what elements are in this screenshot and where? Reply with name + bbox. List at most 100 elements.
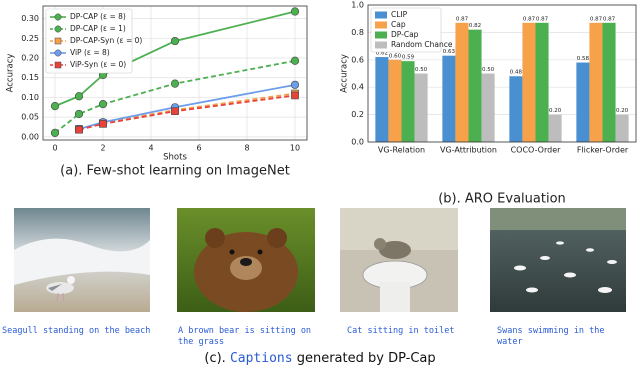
value-label: 0.87	[523, 16, 536, 22]
y-axis-label: Accuracy	[6, 54, 16, 93]
x-tick-label: 0	[52, 144, 57, 153]
value-label: 0.50	[415, 67, 428, 73]
point	[50, 128, 60, 138]
x-tick-label: 10	[290, 144, 300, 153]
image-caption: Swans swimming in the water	[497, 326, 605, 347]
y-axis-label: Accuracy	[340, 54, 350, 93]
legend-swatch	[375, 11, 387, 19]
legend-swatch	[375, 41, 387, 49]
y-tick-label: 0.15	[21, 73, 39, 82]
value-label: 0.20	[616, 108, 629, 114]
bar	[401, 61, 415, 142]
y-tick-label: 0.30	[21, 14, 39, 23]
x-axis-label: Shots	[163, 153, 187, 163]
plot-frame	[367, 4, 637, 143]
bar	[455, 22, 469, 143]
bar	[576, 62, 590, 142]
point	[291, 91, 299, 100]
bar	[388, 59, 402, 142]
caption-prefix: (c).	[204, 351, 226, 366]
value-label: 0.50	[482, 67, 495, 73]
bar	[522, 22, 536, 143]
bar	[535, 22, 549, 143]
value-label: 0.87	[456, 16, 469, 22]
legend-box	[45, 8, 133, 74]
x-tick-label: VG-Attribution	[440, 146, 497, 155]
legend-label: ViP (ε = 8)	[70, 48, 110, 57]
subcaption: (a). Few-shot learning on ImageNet	[60, 164, 290, 179]
legend-marker	[54, 25, 62, 33]
value-label: 0.87	[590, 16, 603, 22]
value-label: 0.63	[443, 49, 456, 55]
photo-swans	[490, 208, 626, 312]
series-line	[78, 83, 296, 130]
point	[50, 102, 60, 111]
legend-marker	[54, 49, 62, 57]
point	[99, 120, 107, 128]
image-caption: A brown bear is sitting on the grass	[178, 326, 312, 347]
point	[290, 7, 300, 16]
bar	[589, 22, 603, 143]
y-tick-label: 0.8	[351, 28, 364, 37]
point	[98, 100, 108, 109]
bar	[548, 114, 562, 142]
x-tick-label: VG-Relation	[378, 146, 425, 155]
bar	[509, 76, 523, 142]
bar	[375, 57, 389, 143]
y-tick-label: 0.4	[351, 83, 364, 92]
legend-label: DP-CAP (ε = 1)	[70, 24, 126, 33]
x-tick-label: 6	[196, 144, 201, 153]
legend-box	[370, 7, 442, 53]
y-tick-label: 0.25	[21, 34, 39, 43]
point	[74, 92, 84, 101]
series-line	[78, 94, 296, 131]
x-tick-label: 4	[148, 144, 153, 153]
x-tick-label: 8	[244, 144, 249, 153]
y-tick-label: 0.6	[351, 55, 364, 64]
image-caption: Seagull standing on the beach	[2, 326, 151, 336]
legend-swatch	[375, 31, 387, 39]
bar	[442, 55, 456, 142]
photo-bear	[177, 208, 315, 312]
bar	[602, 22, 616, 143]
point	[170, 79, 180, 88]
photo-seagull	[14, 208, 150, 312]
x-tick-label: Flicker-Order	[577, 146, 629, 155]
subcaption-c: (c). Captions generated by DP-Cap	[0, 351, 640, 366]
value-label: 0.20	[549, 108, 562, 114]
y-tick-label: 1.0	[351, 1, 364, 10]
value-label: 0.60	[389, 53, 402, 59]
point	[75, 125, 83, 134]
value-label: 0.48	[510, 70, 523, 76]
value-label: 0.59	[402, 55, 415, 61]
bar	[468, 29, 482, 142]
point	[170, 36, 180, 46]
legend-label: CLIP	[391, 10, 408, 19]
value-label: 0.82	[469, 23, 481, 29]
legend-label: Random Chance	[391, 40, 453, 49]
bar	[615, 114, 629, 142]
legend-marker	[54, 13, 62, 21]
y-tick-label: 0.00	[21, 132, 39, 141]
x-tick-label: COCO-Order	[511, 146, 562, 155]
photo-cat	[340, 208, 458, 312]
plot-frame	[42, 5, 308, 141]
legend-marker	[54, 61, 62, 69]
legend-label: DP-Cap	[391, 30, 419, 39]
bar	[481, 73, 495, 142]
caption-highlight: Captions	[229, 351, 293, 366]
legend-label: DP-CAP-Syn (ε = 0)	[70, 36, 142, 45]
point	[290, 80, 300, 89]
subcaption: (b). ARO Evaluation	[438, 192, 566, 207]
legend-label: Cap	[391, 20, 406, 29]
y-tick-label: 0.0	[351, 138, 364, 147]
legend-label: ViP-Syn (ε = 0)	[70, 60, 126, 69]
legend-label: DP-CAP (ε = 8)	[70, 12, 126, 21]
value-label: 0.87	[603, 16, 616, 22]
legend-marker	[54, 37, 62, 45]
y-tick-label: 0.2	[351, 110, 364, 119]
value-label: 0.87	[536, 16, 549, 22]
